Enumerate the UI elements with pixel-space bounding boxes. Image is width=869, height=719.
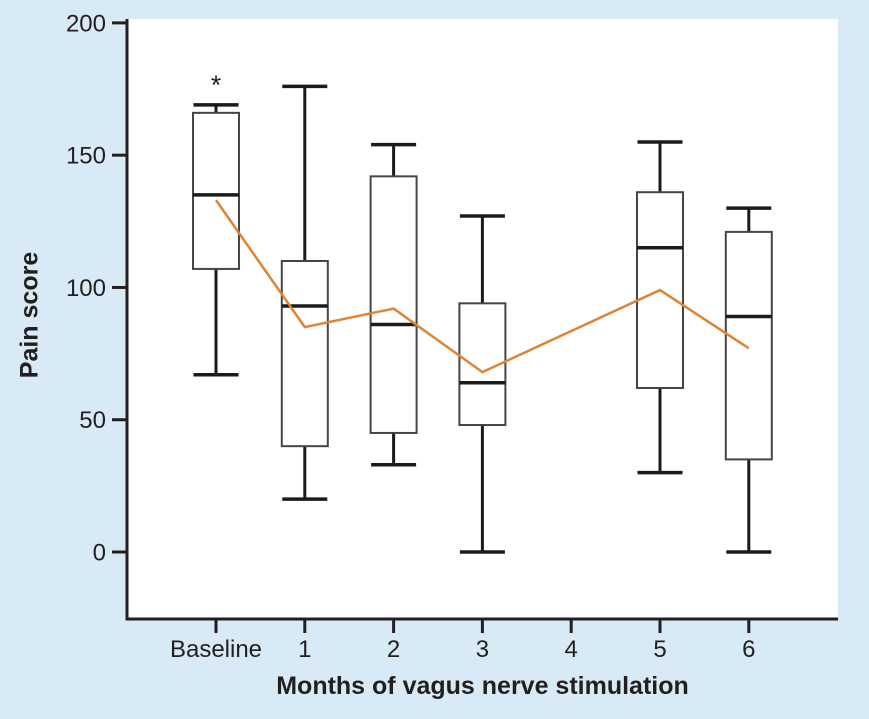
y-axis-title: Pain score (15, 251, 44, 379)
y-tick-label: 200 (66, 10, 106, 37)
x-tick-label: 5 (653, 636, 666, 663)
iqr-box (192, 111, 240, 270)
iqr-box (369, 175, 418, 434)
y-tick-label: 100 (66, 275, 106, 302)
box-plot-2 (369, 142, 418, 467)
x-axis-title: Months of vagus nerve stimulation (276, 672, 689, 700)
x-tick-label: Baseline (170, 636, 262, 663)
mean-line (214, 199, 750, 374)
box-plot-6 (724, 206, 773, 554)
iqr-box (724, 230, 773, 461)
y-tick-label: 50 (79, 407, 106, 434)
box-plot-3 (458, 214, 507, 554)
x-tick-label: 3 (476, 636, 489, 663)
box-plot-Baseline: * (192, 70, 240, 377)
box-plot-1 (280, 84, 329, 501)
x-tick-label: 6 (742, 636, 755, 663)
y-tick-label: 0 (93, 540, 106, 567)
iqr-box (280, 259, 329, 448)
x-tick-label: 1 (298, 636, 311, 663)
x-tick-label: 2 (387, 636, 400, 663)
y-tick-label: 150 (66, 143, 106, 170)
x-tick-label: 4 (565, 636, 578, 663)
box-plot-5 (636, 140, 684, 475)
significance-asterisk: * (211, 70, 222, 100)
